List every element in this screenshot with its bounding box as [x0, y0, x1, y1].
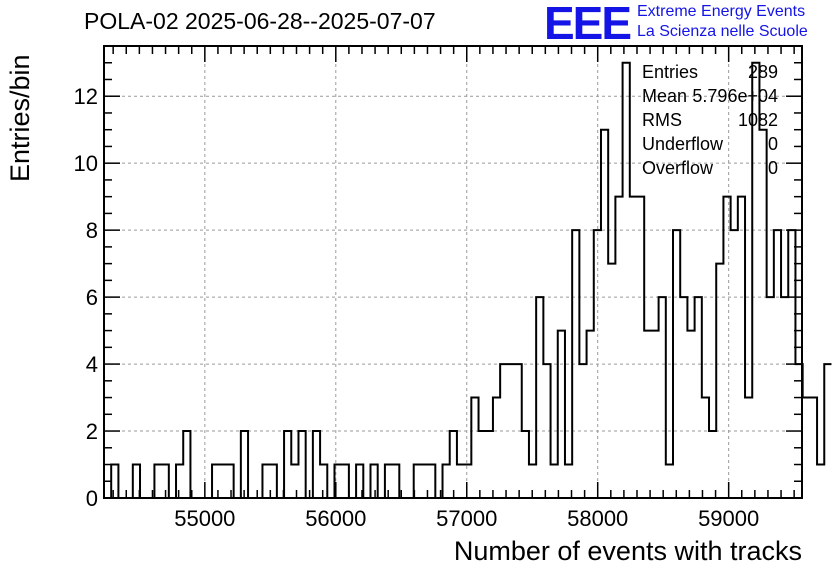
- stat-label: Overflow: [642, 158, 714, 178]
- histogram-bin: [558, 331, 565, 498]
- stat-label: Underflow: [642, 134, 724, 154]
- histogram-bin: [522, 431, 529, 498]
- histogram-bin: [803, 398, 810, 498]
- chart-title: POLA-02 2025-06-28--2025-07-07: [84, 8, 436, 34]
- histogram-bin: [464, 465, 471, 498]
- stat-value: 5.796e+04: [692, 86, 778, 106]
- histogram-bin: [817, 465, 824, 498]
- histogram-bin: [630, 197, 637, 498]
- logo-caption: Extreme Energy Events La Scienza nelle S…: [637, 2, 808, 42]
- y-tick-label: 0: [86, 486, 98, 511]
- stat-label: Entries: [642, 62, 699, 82]
- histogram-bin: [551, 465, 558, 498]
- histogram-bin: [342, 465, 349, 498]
- histogram-bin: [486, 431, 493, 498]
- histogram-bin: [608, 264, 615, 498]
- histogram-bin: [370, 465, 377, 498]
- histogram-bin: [176, 465, 183, 498]
- histogram-bin: [320, 465, 327, 498]
- x-tick-label: 55000: [174, 506, 235, 531]
- histogram-bin: [587, 331, 594, 498]
- logo-line-2: La Scienza nelle Scuole: [637, 23, 808, 40]
- histogram-bin: [392, 465, 399, 498]
- histogram-bin: [623, 63, 630, 498]
- histogram-bin: [615, 197, 622, 498]
- y-tick-label: 4: [86, 352, 98, 377]
- histogram-bin: [471, 398, 478, 498]
- histogram-bin: [226, 465, 233, 498]
- histogram-bin: [716, 264, 723, 498]
- histogram-bin: [651, 331, 658, 498]
- stat-underflow: Underflow 0: [642, 132, 778, 156]
- stat-value: 1082: [737, 110, 778, 130]
- histogram-bin: [601, 130, 608, 498]
- histogram-bin: [493, 398, 500, 498]
- histogram-bin: [183, 431, 190, 498]
- histogram-bin: [479, 431, 486, 498]
- histogram-bin: [443, 465, 450, 498]
- y-tick-label: 2: [86, 419, 98, 444]
- y-tick-label: 6: [86, 285, 98, 310]
- histogram-bin: [298, 431, 305, 498]
- histogram-bin: [262, 465, 269, 498]
- y-axis-label: Entries/bin: [5, 54, 35, 182]
- x-tick-label: 56000: [305, 506, 366, 531]
- y-tick-label: 8: [86, 218, 98, 243]
- histogram-bin: [781, 297, 788, 498]
- stat-mean: Mean 5.796e+04: [642, 84, 778, 108]
- histogram-bin: [219, 465, 226, 498]
- histogram-bin: [536, 297, 543, 498]
- stat-label: RMS: [642, 110, 682, 130]
- histogram-bin: [723, 197, 730, 498]
- x-tick-label: 58000: [567, 506, 628, 531]
- axis-ticks: [104, 46, 802, 499]
- histogram-bin: [824, 364, 831, 498]
- x-tick-label: 57000: [436, 506, 497, 531]
- histogram-bin: [738, 197, 745, 498]
- histogram-bin: [745, 398, 752, 498]
- histogram-bin: [767, 297, 774, 498]
- histogram-bin: [637, 197, 644, 498]
- stat-value: 289: [747, 62, 778, 82]
- histogram-bin: [810, 398, 817, 498]
- histogram-bin: [284, 431, 291, 498]
- stat-overflow: Overflow 0: [642, 156, 778, 180]
- histogram-bin: [428, 465, 435, 498]
- y-tick-label: 12: [74, 84, 98, 109]
- histogram-bin: [687, 331, 694, 498]
- histogram-bin: [659, 297, 666, 498]
- histogram-bin: [680, 297, 687, 498]
- histogram-bin: [111, 465, 118, 498]
- stat-entries: Entries 289: [642, 60, 778, 84]
- x-axis-label: Number of events with tracks: [453, 536, 802, 566]
- histogram-bin: [695, 297, 702, 498]
- stat-value: 0: [767, 158, 778, 178]
- histogram-bin: [241, 431, 248, 498]
- tick-labels: 55000 56000 57000 58000 59000 0 2 4 6 8 10 12: [74, 84, 760, 531]
- histogram-bin: [291, 465, 298, 498]
- histogram-bin: [457, 465, 464, 498]
- histogram-bin: [313, 431, 320, 498]
- histogram-bin: [644, 331, 651, 498]
- histogram-bin: [450, 431, 457, 498]
- histogram-bin: [709, 431, 716, 498]
- eee-logo: EEE: [544, 0, 632, 49]
- histogram-bin: [759, 130, 766, 498]
- stat-value: 0: [767, 134, 778, 154]
- x-tick-label: 59000: [698, 506, 759, 531]
- histogram-bin: [702, 398, 709, 498]
- stats-box: Entries 289 Mean 5.796e+04 RMS 1082 Unde…: [642, 60, 778, 180]
- logo-line-1: Extreme Energy Events: [637, 3, 806, 20]
- stat-rms: RMS 1082: [642, 108, 778, 132]
- histogram-bin: [154, 465, 161, 498]
- histogram-bin: [666, 465, 673, 498]
- stat-label: Mean: [642, 86, 688, 106]
- y-tick-label: 10: [74, 151, 98, 176]
